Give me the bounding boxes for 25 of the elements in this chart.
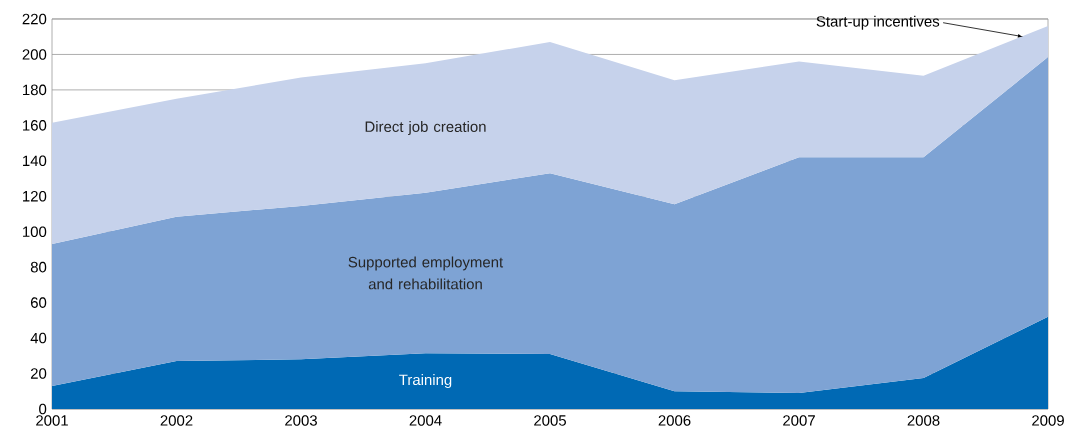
y-tick-label: 80 bbox=[30, 261, 47, 273]
x-tick-label: 2005 bbox=[534, 415, 566, 426]
y-tick-label: 180 bbox=[23, 84, 47, 96]
series-label: Training bbox=[399, 374, 452, 389]
x-tick-label: 2002 bbox=[160, 415, 193, 426]
y-tick-label: 0 bbox=[39, 403, 47, 415]
y-tick-label: 20 bbox=[30, 368, 47, 379]
x-tick-label: 2008 bbox=[907, 415, 940, 426]
y-tick-label: 60 bbox=[30, 297, 47, 308]
x-tick-label: 2009 bbox=[1032, 415, 1064, 426]
y-tick-label: 140 bbox=[23, 155, 47, 167]
y-tick-label: 160 bbox=[23, 120, 47, 131]
y-tick-label: 200 bbox=[22, 49, 47, 60]
series-label: Supported employment and rehabilitation bbox=[348, 256, 504, 290]
y-tick-label: 40 bbox=[30, 332, 47, 344]
x-tick-label: 2007 bbox=[783, 415, 815, 426]
series-label: Direct job creation bbox=[365, 121, 486, 135]
y-tick-label: 100 bbox=[23, 226, 47, 237]
x-tick-label: 2001 bbox=[36, 415, 68, 426]
x-tick-label: 2006 bbox=[658, 415, 691, 426]
x-tick-label: 2003 bbox=[285, 415, 317, 426]
annotation: Start-up incentives bbox=[816, 15, 940, 30]
x-tick-label: 2004 bbox=[409, 415, 442, 426]
y-tick-label: 120 bbox=[23, 190, 47, 202]
y-tick-label: 220 bbox=[22, 13, 47, 25]
